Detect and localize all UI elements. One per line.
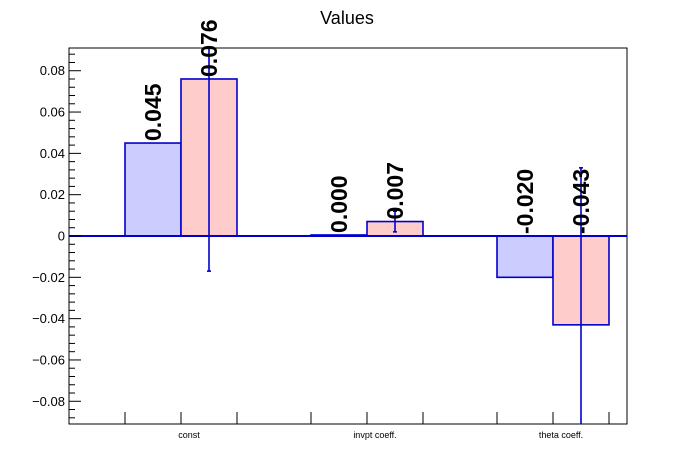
- y-tick-label: −0.08: [32, 394, 65, 409]
- bar-1-1: [124, 142, 182, 237]
- y-tick-label: 0.02: [40, 187, 65, 202]
- data-label-1-1: 0.045: [140, 83, 166, 141]
- data-label-2-1: 0.076: [196, 19, 222, 77]
- y-axis: −0.08 −0.06 −0.04 −0.02 0 0.02 0.04 0.06 0.08: [32, 53, 81, 419]
- data-labels: 0.045 0.000 -0.020 0.076 0.007 -0.043: [140, 19, 594, 234]
- data-label-1-2: 0.000: [326, 175, 352, 233]
- y-tick-label: 0.06: [40, 105, 65, 120]
- x-category-label: theta coeff.: [539, 430, 583, 440]
- x-category-label: const: [178, 430, 200, 440]
- y-tick-label: −0.02: [32, 270, 65, 285]
- y-tick-label: 0.08: [40, 63, 65, 78]
- y-tick-label: −0.06: [32, 352, 65, 367]
- data-label-2-3: -0.043: [568, 169, 594, 234]
- y-tick-label: 0.04: [40, 146, 65, 161]
- x-category-label: invpt coeff.: [353, 430, 396, 440]
- data-label-2-2: 0.007: [382, 162, 408, 220]
- x-axis: const invpt coeff. theta coeff.: [124, 412, 610, 440]
- y-tick-label: −0.04: [32, 311, 65, 326]
- error-bars: [207, 48, 583, 424]
- data-label-1-3: -0.020: [512, 169, 538, 234]
- y-tick-label: 0: [58, 229, 65, 244]
- bar-1-3: [496, 235, 554, 279]
- chart-title: Values: [320, 8, 374, 28]
